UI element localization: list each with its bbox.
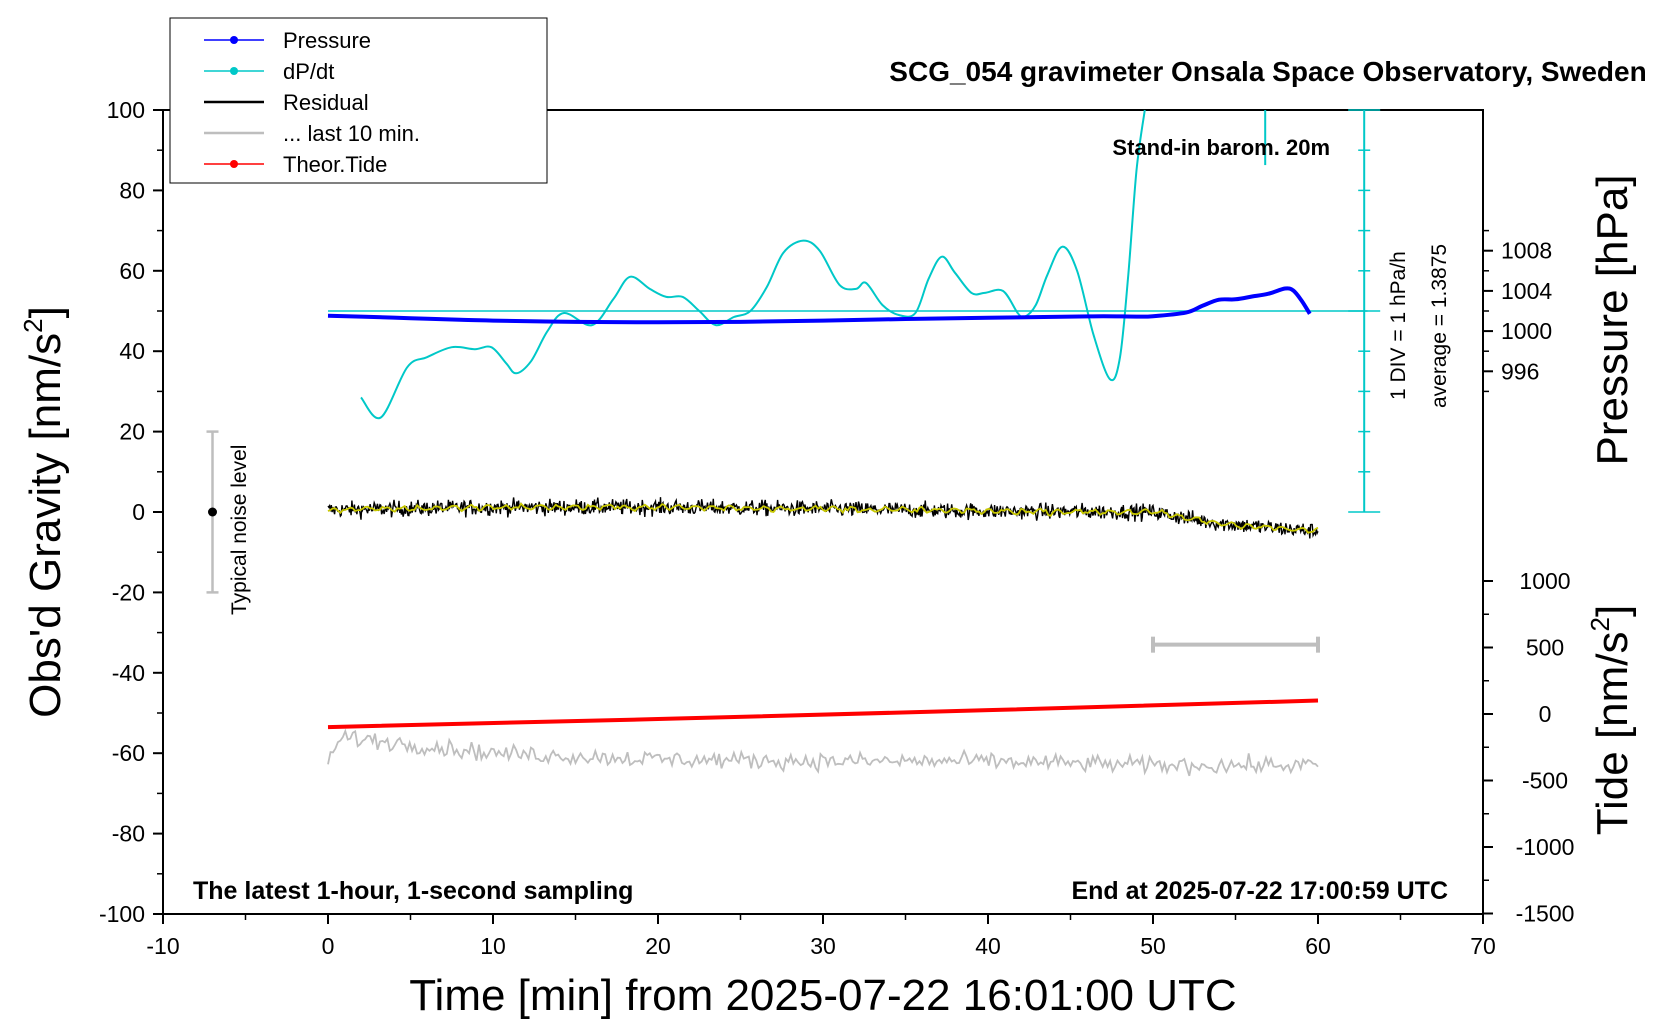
legend-label: Theor.Tide bbox=[283, 152, 387, 177]
residual-smoothed-line bbox=[327, 502, 1319, 534]
last10-series-line bbox=[327, 728, 1319, 777]
legend-label: ... last 10 min. bbox=[283, 121, 420, 146]
y-tick-label: -40 bbox=[112, 660, 145, 686]
legend: Pressure dP/dt Residual ... last 10 min. The… bbox=[169, 17, 548, 184]
pressure-tick-label: 996 bbox=[1501, 358, 1539, 384]
stand-in-barometer-label: Stand-in barom. 20m bbox=[1112, 135, 1330, 160]
x-tick-label: 20 bbox=[645, 933, 671, 959]
y-tick-label: 0 bbox=[132, 499, 145, 525]
noise-level-indicator bbox=[206, 430, 219, 594]
legend-marker bbox=[230, 36, 238, 44]
tide-tick-label: 0 bbox=[1539, 701, 1552, 727]
x-tick-label: 50 bbox=[1140, 933, 1166, 959]
pressure-tick-label: 1000 bbox=[1501, 318, 1552, 344]
tide-axis-ticks: -1500 -1000 -500 0 500 1000 bbox=[1483, 568, 1574, 927]
x-axis-ticks: -10 0 10 20 30 40 50 60 70 bbox=[146, 914, 1496, 959]
tide-title-main: Tide [nm/s bbox=[1588, 631, 1637, 835]
dpdt-div-label: 1 DIV = 1 hPa/h bbox=[1387, 251, 1410, 400]
bottom-left-note: The latest 1-hour, 1-second sampling bbox=[193, 877, 633, 905]
dpdt-series-line bbox=[360, 109, 1146, 420]
y-tick-label: 100 bbox=[107, 97, 145, 123]
y-tick-label: 60 bbox=[119, 258, 145, 284]
pressure-axis-ticks: 996 1000 1004 1008 bbox=[1483, 229, 1552, 393]
x-tick-label: -10 bbox=[146, 933, 179, 959]
tide-tick-label: 500 bbox=[1526, 635, 1564, 661]
x-tick-label: 70 bbox=[1470, 933, 1496, 959]
pressure-series-line bbox=[327, 286, 1312, 325]
tide-tick-label: 1000 bbox=[1519, 568, 1570, 594]
y-tick-label: 80 bbox=[119, 177, 145, 203]
x-tick-label: 10 bbox=[480, 933, 506, 959]
legend-box bbox=[169, 17, 548, 184]
noise-level-label: Typical noise level bbox=[228, 445, 251, 615]
pressure-tick-label: 1004 bbox=[1501, 278, 1552, 304]
legend-label: dP/dt bbox=[283, 59, 334, 84]
y-tick-label: 20 bbox=[119, 419, 145, 445]
y-left-title-close: ] bbox=[21, 306, 70, 318]
legend-label: Pressure bbox=[283, 28, 371, 53]
y-left-title-main: Obs'd Gravity [nm/s bbox=[21, 333, 70, 718]
y-tick-label: 40 bbox=[119, 338, 145, 364]
tide-tick-label: -500 bbox=[1522, 768, 1568, 794]
y-tick-label: -80 bbox=[112, 821, 145, 847]
y-axis-tide-title: Tide [nm/s2] bbox=[1585, 605, 1637, 835]
x-axis-title: Time [min] from 2025-07-22 16:01:00 UTC bbox=[409, 971, 1236, 1020]
noise-center-dot bbox=[208, 507, 217, 517]
y-tick-label: -60 bbox=[112, 740, 145, 766]
tide-tick-label: -1500 bbox=[1516, 901, 1575, 927]
y-tick-label: -20 bbox=[112, 579, 145, 605]
bottom-right-note: End at 2025-07-22 17:00:59 UTC bbox=[1071, 877, 1448, 905]
dpdt-average-label: average = 1.3875 bbox=[1428, 244, 1451, 408]
tide-title-close: ] bbox=[1588, 605, 1637, 617]
last10-bracket bbox=[1151, 636, 1320, 653]
pressure-tick-label: 1008 bbox=[1501, 238, 1552, 264]
y-axis-pressure-title: Pressure [hPa] bbox=[1588, 174, 1637, 465]
tide-title-sup: 2 bbox=[1585, 617, 1615, 631]
y-axis-ticks: -100 -80 -60 -40 -20 0 20 40 60 80 100 bbox=[99, 97, 163, 927]
y-left-title-sup: 2 bbox=[18, 318, 48, 332]
legend-marker bbox=[230, 160, 238, 168]
legend-label: Residual bbox=[283, 90, 369, 115]
x-tick-label: 40 bbox=[975, 933, 1001, 959]
x-tick-label: 0 bbox=[322, 933, 335, 959]
tide-tick-label: -1000 bbox=[1516, 834, 1575, 860]
legend-marker bbox=[230, 67, 238, 75]
y-tick-label: -100 bbox=[99, 901, 145, 927]
y-axis-left-title: Obs'd Gravity [nm/s2] bbox=[18, 306, 70, 718]
chart-title: SCG_054 gravimeter Onsala Space Observat… bbox=[889, 56, 1646, 87]
x-tick-label: 30 bbox=[810, 933, 836, 959]
tide-series-line bbox=[327, 698, 1319, 730]
x-tick-label: 60 bbox=[1305, 933, 1331, 959]
